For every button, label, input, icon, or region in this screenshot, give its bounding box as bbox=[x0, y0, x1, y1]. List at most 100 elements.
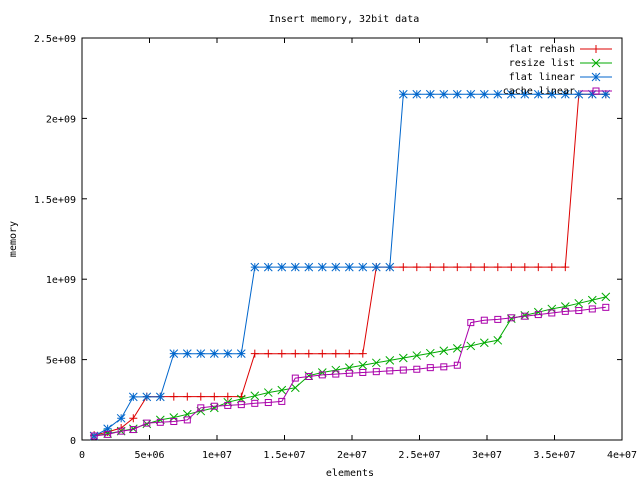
star-marker bbox=[250, 262, 260, 272]
square-marker bbox=[143, 419, 151, 427]
plus-marker bbox=[480, 263, 489, 272]
cross-marker bbox=[479, 338, 489, 348]
star-marker bbox=[331, 262, 341, 272]
plus-marker bbox=[507, 263, 516, 272]
square-marker bbox=[117, 427, 125, 435]
chart-title: Insert memory, 32bit data bbox=[269, 14, 420, 25]
y-tick-label: 1.5e+09 bbox=[34, 195, 76, 206]
square-marker bbox=[156, 418, 164, 426]
plus-marker bbox=[196, 392, 205, 401]
plus-marker bbox=[264, 349, 273, 358]
square-marker bbox=[534, 311, 542, 319]
square-marker bbox=[440, 363, 448, 371]
cross-marker bbox=[263, 388, 273, 397]
star-marker bbox=[479, 89, 489, 99]
x-tick-label: 2e+07 bbox=[337, 450, 367, 461]
legend-label: resize list bbox=[509, 58, 575, 69]
square-marker bbox=[588, 305, 596, 313]
star-marker bbox=[89, 431, 99, 441]
cross-marker bbox=[466, 341, 476, 351]
legend: flat rehash resize list flat linear cache l… bbox=[503, 44, 612, 97]
plus-marker bbox=[183, 392, 192, 401]
cross-marker bbox=[398, 353, 408, 363]
square-marker bbox=[170, 418, 178, 426]
star-marker bbox=[425, 89, 435, 99]
plus-marker bbox=[318, 349, 327, 358]
plus-marker bbox=[169, 392, 178, 401]
cross-marker bbox=[587, 295, 597, 305]
star-marker bbox=[142, 392, 152, 402]
series-flat-linear bbox=[89, 89, 611, 441]
cross-marker bbox=[290, 383, 300, 393]
square-marker bbox=[345, 369, 353, 377]
plus-marker bbox=[466, 263, 475, 272]
square-marker bbox=[90, 432, 98, 440]
square-marker bbox=[291, 374, 299, 382]
plus-marker bbox=[399, 263, 408, 272]
x-tick-label: 1e+07 bbox=[202, 450, 232, 461]
x-tick-label: 3.5e+07 bbox=[533, 450, 575, 461]
series-cache-linear bbox=[90, 303, 610, 440]
cross-marker bbox=[425, 348, 435, 358]
y-tick-label: 0 bbox=[70, 436, 76, 447]
cross-marker bbox=[277, 385, 287, 395]
y-tick-label: 2.5e+09 bbox=[34, 34, 76, 45]
star-marker bbox=[304, 262, 314, 272]
square-marker bbox=[251, 399, 259, 407]
star-marker bbox=[520, 89, 530, 99]
plus-marker bbox=[304, 349, 313, 358]
plus-marker bbox=[250, 349, 259, 358]
star-marker bbox=[263, 262, 273, 272]
plus-marker bbox=[439, 263, 448, 272]
square-marker bbox=[521, 312, 529, 320]
square-marker bbox=[224, 401, 232, 409]
plus-marker bbox=[345, 349, 354, 358]
cross-marker bbox=[371, 358, 381, 368]
square-marker bbox=[592, 87, 600, 95]
series-layer bbox=[89, 89, 611, 441]
plus-marker bbox=[277, 349, 286, 358]
square-marker bbox=[467, 319, 475, 327]
cross-marker bbox=[574, 298, 584, 308]
legend-label: flat rehash bbox=[509, 44, 575, 55]
y-tick-label: 5e+08 bbox=[46, 356, 76, 367]
star-marker bbox=[587, 89, 597, 99]
star-marker bbox=[547, 89, 557, 99]
square-marker bbox=[359, 368, 367, 376]
star-marker bbox=[358, 262, 368, 272]
star-marker bbox=[182, 349, 192, 359]
star-marker bbox=[371, 262, 381, 272]
axes: 0 5e+06 1e+07 1.5e+07 2e+07 2.5e+07 3e+07 3.5e+… bbox=[34, 34, 637, 461]
series-line bbox=[93, 93, 606, 437]
x-tick-label: 1.5e+07 bbox=[263, 450, 305, 461]
plus-marker bbox=[291, 349, 300, 358]
cross-marker bbox=[412, 351, 422, 360]
plus-marker bbox=[129, 414, 138, 423]
star-marker bbox=[493, 89, 503, 99]
star-marker bbox=[574, 89, 584, 99]
square-marker bbox=[494, 315, 502, 323]
series-flat-rehash bbox=[90, 90, 610, 440]
plus-marker bbox=[592, 45, 600, 53]
y-tick-label: 1e+09 bbox=[46, 275, 76, 286]
square-marker bbox=[575, 307, 583, 315]
square-marker bbox=[507, 314, 515, 322]
cross-marker bbox=[439, 346, 449, 356]
square-marker bbox=[480, 316, 488, 324]
x-tick-label: 5e+06 bbox=[134, 450, 164, 461]
plus-marker bbox=[534, 263, 543, 272]
star-marker bbox=[277, 262, 287, 272]
square-marker bbox=[426, 364, 434, 372]
star-marker bbox=[196, 349, 206, 359]
y-tick-label: 2e+09 bbox=[46, 114, 76, 125]
star-marker bbox=[128, 392, 138, 402]
star-marker bbox=[398, 89, 408, 99]
square-marker bbox=[413, 365, 421, 373]
cross-marker bbox=[452, 343, 462, 353]
x-tick-label: 2.5e+07 bbox=[398, 450, 440, 461]
star-marker bbox=[103, 424, 113, 434]
cross-marker bbox=[601, 292, 611, 302]
star-marker bbox=[533, 89, 543, 99]
square-marker bbox=[372, 368, 380, 376]
star-marker bbox=[169, 349, 179, 359]
